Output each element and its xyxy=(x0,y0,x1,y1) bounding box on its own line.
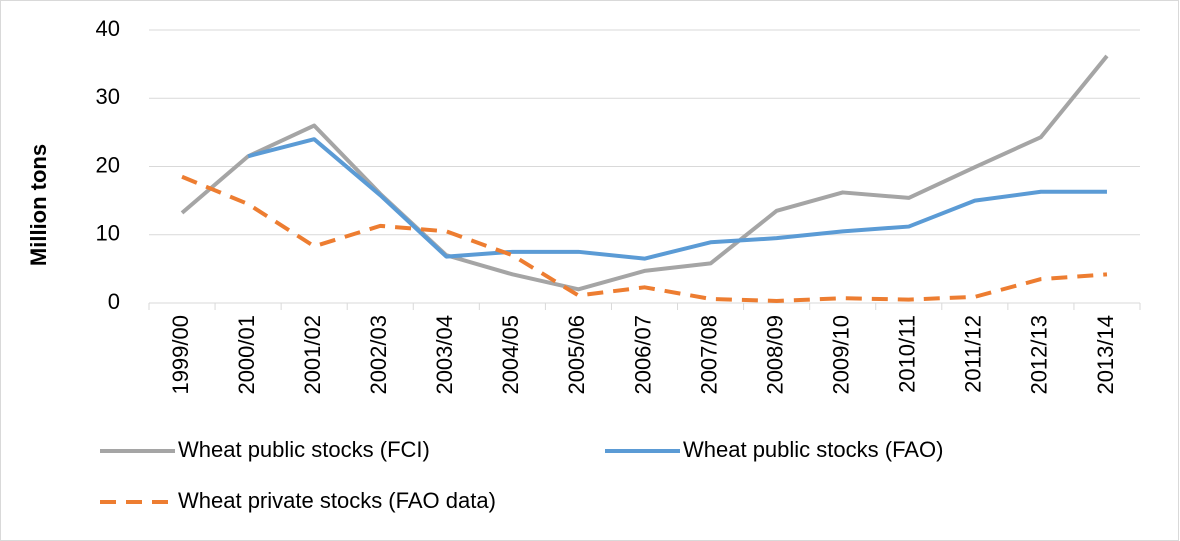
x-tick-label: 2009/10 xyxy=(829,315,854,395)
x-tick-label: 2012/13 xyxy=(1027,315,1052,395)
y-tick-label: 10 xyxy=(96,221,120,246)
legend-label: Wheat public stocks (FAO) xyxy=(683,437,943,462)
x-tick-label: 2003/04 xyxy=(432,315,457,395)
x-tick-label: 2008/09 xyxy=(762,315,787,395)
legend-label: Wheat public stocks (FCI) xyxy=(178,437,430,462)
data-line xyxy=(180,54,1109,292)
y-axis-label: Million tons xyxy=(26,144,51,266)
legend-label: Wheat private stocks (FAO data) xyxy=(178,488,496,513)
y-tick-label: 30 xyxy=(96,84,120,109)
data-line xyxy=(181,174,1108,303)
y-tick-label: 40 xyxy=(96,16,120,41)
x-tick-label: 2004/05 xyxy=(498,315,523,395)
x-tick-label: 2006/07 xyxy=(630,315,655,395)
x-tick-label: 2013/14 xyxy=(1093,315,1118,395)
y-tick-label: 0 xyxy=(108,289,120,314)
x-tick-label: 2011/12 xyxy=(961,315,986,393)
data-line xyxy=(247,137,1107,261)
x-tick-label: 2010/11 xyxy=(895,315,920,393)
x-tick-label: 2001/02 xyxy=(300,315,325,395)
x-tick-label: 2002/03 xyxy=(366,315,391,395)
y-tick-label: 20 xyxy=(96,152,120,177)
x-tick-label: 2000/01 xyxy=(234,315,259,395)
x-tick-label: 1999/00 xyxy=(168,315,193,395)
x-tick-label: 2007/08 xyxy=(696,315,721,395)
x-tick-label: 2005/06 xyxy=(564,315,589,395)
